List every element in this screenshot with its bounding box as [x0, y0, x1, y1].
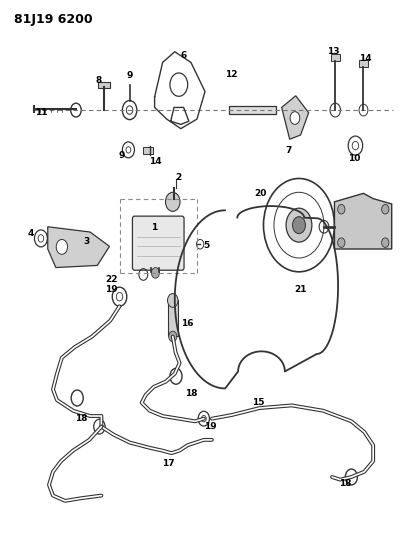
- Circle shape: [290, 112, 299, 124]
- Text: 19: 19: [104, 285, 117, 294]
- Text: 22: 22: [104, 274, 117, 284]
- Polygon shape: [48, 227, 109, 268]
- Circle shape: [381, 238, 388, 247]
- Text: 7: 7: [285, 147, 291, 156]
- Circle shape: [167, 294, 177, 308]
- Text: 8: 8: [95, 76, 101, 85]
- Text: 10: 10: [347, 155, 360, 164]
- Text: 13: 13: [326, 47, 338, 56]
- Bar: [167, 301, 177, 336]
- Polygon shape: [334, 193, 391, 249]
- Text: 15: 15: [252, 398, 264, 407]
- Circle shape: [168, 331, 176, 342]
- Bar: [229, 106, 275, 114]
- Bar: [330, 54, 339, 61]
- Circle shape: [151, 268, 159, 278]
- Text: 21: 21: [294, 285, 306, 294]
- Circle shape: [165, 192, 179, 212]
- Text: 12: 12: [224, 69, 237, 78]
- Circle shape: [337, 205, 344, 214]
- FancyBboxPatch shape: [132, 216, 183, 270]
- Text: 3: 3: [83, 237, 89, 246]
- Text: 14: 14: [358, 54, 371, 63]
- Text: 18: 18: [338, 479, 350, 488]
- Text: 19: 19: [203, 422, 216, 431]
- Text: 9: 9: [118, 151, 124, 160]
- Text: 4: 4: [28, 229, 34, 238]
- Circle shape: [286, 208, 311, 242]
- Text: 5: 5: [202, 241, 209, 250]
- Text: 14: 14: [149, 157, 161, 166]
- Text: 81J19 6200: 81J19 6200: [15, 13, 93, 27]
- Text: 18: 18: [75, 414, 87, 423]
- Text: 17: 17: [162, 459, 175, 469]
- Circle shape: [292, 216, 305, 233]
- Text: 20: 20: [254, 189, 266, 198]
- Bar: [143, 147, 153, 154]
- Text: 9: 9: [126, 71, 132, 80]
- Text: 1: 1: [150, 223, 157, 232]
- Text: 2: 2: [175, 173, 181, 182]
- Polygon shape: [281, 96, 308, 139]
- Bar: [358, 60, 367, 67]
- Text: 18: 18: [185, 389, 198, 398]
- Text: 11: 11: [34, 108, 47, 117]
- Bar: [98, 82, 110, 88]
- Text: 16: 16: [181, 319, 194, 328]
- Circle shape: [56, 239, 67, 254]
- Circle shape: [337, 238, 344, 247]
- Text: 6: 6: [181, 51, 187, 60]
- Circle shape: [381, 205, 388, 214]
